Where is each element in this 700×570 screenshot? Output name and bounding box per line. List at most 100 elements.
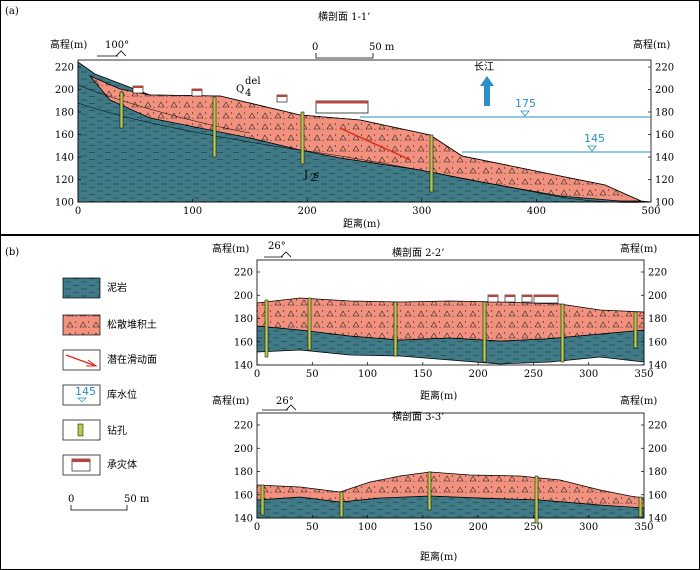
panel-a-ylabel-left: 高程(m)	[50, 38, 87, 51]
legend-scale-text: 50 m	[124, 494, 150, 505]
x-tick-label: 0	[254, 369, 260, 380]
legend-hazard: 承灾体	[107, 458, 137, 471]
x-tick-label: 0	[254, 522, 260, 533]
borehole-3-4	[534, 475, 539, 524]
hazard-body-a4	[315, 100, 369, 114]
y-tick-label-right: 180	[648, 314, 667, 325]
unit-j2s-label: J	[303, 170, 308, 181]
unit-j2s-sub: 2	[310, 173, 316, 184]
x-tick-label: 500	[641, 206, 660, 217]
y-tick-label: 200	[234, 444, 253, 455]
borehole-a2	[212, 96, 217, 158]
x-tick-label: 200	[469, 369, 488, 380]
section2-title: 横剖面 2-2’	[392, 246, 444, 259]
y-tick-label-right: 220	[655, 63, 674, 74]
x-tick-label: 350	[634, 522, 653, 533]
water-level-175-mark	[520, 110, 530, 117]
y-tick-label-right: 200	[648, 444, 667, 455]
y-tick-label: 160	[234, 337, 253, 348]
legend: (b) 泥岩 松散堆积土 潜在滑动面 145 库水位 钻孔 承灾体 0 50 m	[5, 247, 157, 511]
section3-direction-caret	[285, 404, 297, 411]
y-tick-label-right: 180	[655, 108, 674, 119]
y-tick-label: 160	[55, 130, 74, 141]
borehole-2-2	[307, 297, 312, 351]
borehole-2-6	[633, 311, 638, 349]
water-level-145-label: 145	[584, 132, 605, 145]
x-tick-label: 350	[634, 369, 653, 380]
y-tick-label: 200	[55, 85, 74, 96]
borehole-3-5	[638, 496, 643, 518]
x-tick-label: 150	[413, 369, 432, 380]
legend-scale-bar	[70, 505, 128, 511]
section2-xlabel: 距离(m)	[420, 389, 457, 402]
legend-hazard-roof	[72, 459, 90, 462]
y-tick-label: 140	[234, 514, 253, 525]
y-tick-label-right: 200	[648, 291, 667, 302]
legend-mudstone-swatch	[62, 277, 101, 299]
bedding-line-a2	[77, 84, 251, 134]
section2-direction-caret	[280, 251, 292, 258]
y-tick-label: 220	[234, 268, 253, 279]
panel-a-title: 横剖面 1-1’	[318, 10, 370, 23]
y-tick-label-right: 140	[648, 514, 667, 525]
legend-borehole: 钻孔	[107, 424, 127, 437]
hazard-body-a3	[276, 94, 288, 103]
x-tick-label: 50	[306, 522, 319, 533]
deposit-layer-3	[256, 471, 645, 509]
y-tick-label: 120	[55, 175, 74, 186]
section2-ylabel-right: 高程(m)	[620, 242, 657, 255]
x-tick-label: 250	[524, 522, 543, 533]
scale-text-a: 50 m	[369, 42, 395, 53]
x-tick-label: 200	[469, 522, 488, 533]
legend-deposit-swatch	[62, 314, 101, 336]
section3-xlabel: 距离(m)	[420, 550, 457, 563]
unit-q4-label: Q	[236, 84, 244, 95]
y-tick-label: 140	[55, 153, 74, 164]
section3-title: 横剖面 3-3’	[392, 410, 444, 423]
section-2: 高程(m) 高程(m) 横剖面 2-2’ 26° 距离(m) 0 50 100 150…	[212, 241, 667, 402]
scale-zero-a: 0	[312, 42, 318, 53]
borehole-2-3	[393, 301, 398, 357]
y-tick-label: 200	[234, 291, 253, 302]
y-tick-label: 180	[55, 108, 74, 119]
legend-water-swatch	[62, 384, 101, 406]
unit-q4-sub: 4	[245, 88, 251, 99]
borehole-a1	[119, 91, 124, 129]
y-tick-label: 180	[234, 314, 253, 325]
panel-a: (a) 横剖面 1-1’ 高程(m) 高程(m) 100° 0 50 m 175…	[5, 6, 674, 230]
y-tick-label: 140	[234, 361, 253, 372]
y-tick-label: 220	[234, 421, 253, 432]
slip-surface-a	[339, 127, 411, 161]
y-tick-label: 160	[234, 490, 253, 501]
borehole-3-2	[339, 491, 344, 518]
deposit-layer-2	[256, 297, 645, 342]
legend-borehole-icon	[77, 423, 84, 437]
section3-ylabel-left: 高程(m)	[212, 394, 249, 407]
river-label: 长江	[474, 61, 494, 73]
hazard-body-a2	[191, 88, 203, 97]
direction-a: 100°	[105, 40, 129, 51]
hazard-bodies-2	[487, 294, 559, 304]
x-tick-label: 100	[358, 369, 377, 380]
unit-q4-sup: del	[245, 76, 261, 87]
borehole-3-3	[427, 471, 432, 511]
scale-bar-a	[315, 53, 374, 59]
borehole-a4	[429, 134, 434, 193]
x-tick-label: 50	[306, 369, 319, 380]
y-tick-label-right: 220	[648, 421, 667, 432]
legend-slip: 潜在滑动面	[107, 353, 157, 366]
legend-slip-line	[65, 354, 97, 367]
x-tick-label: 300	[579, 369, 598, 380]
section3-direction: 26°	[276, 396, 294, 407]
x-tick-label: 100	[358, 522, 377, 533]
y-tick-label: 100	[55, 198, 74, 209]
legend-scale-zero: 0	[68, 494, 74, 505]
x-tick-label: 100	[183, 206, 202, 217]
legend-water-value: 145	[75, 385, 96, 398]
y-tick-label-right: 160	[655, 130, 674, 141]
borehole-2-4	[482, 301, 487, 363]
x-tick-label: 200	[298, 206, 317, 217]
